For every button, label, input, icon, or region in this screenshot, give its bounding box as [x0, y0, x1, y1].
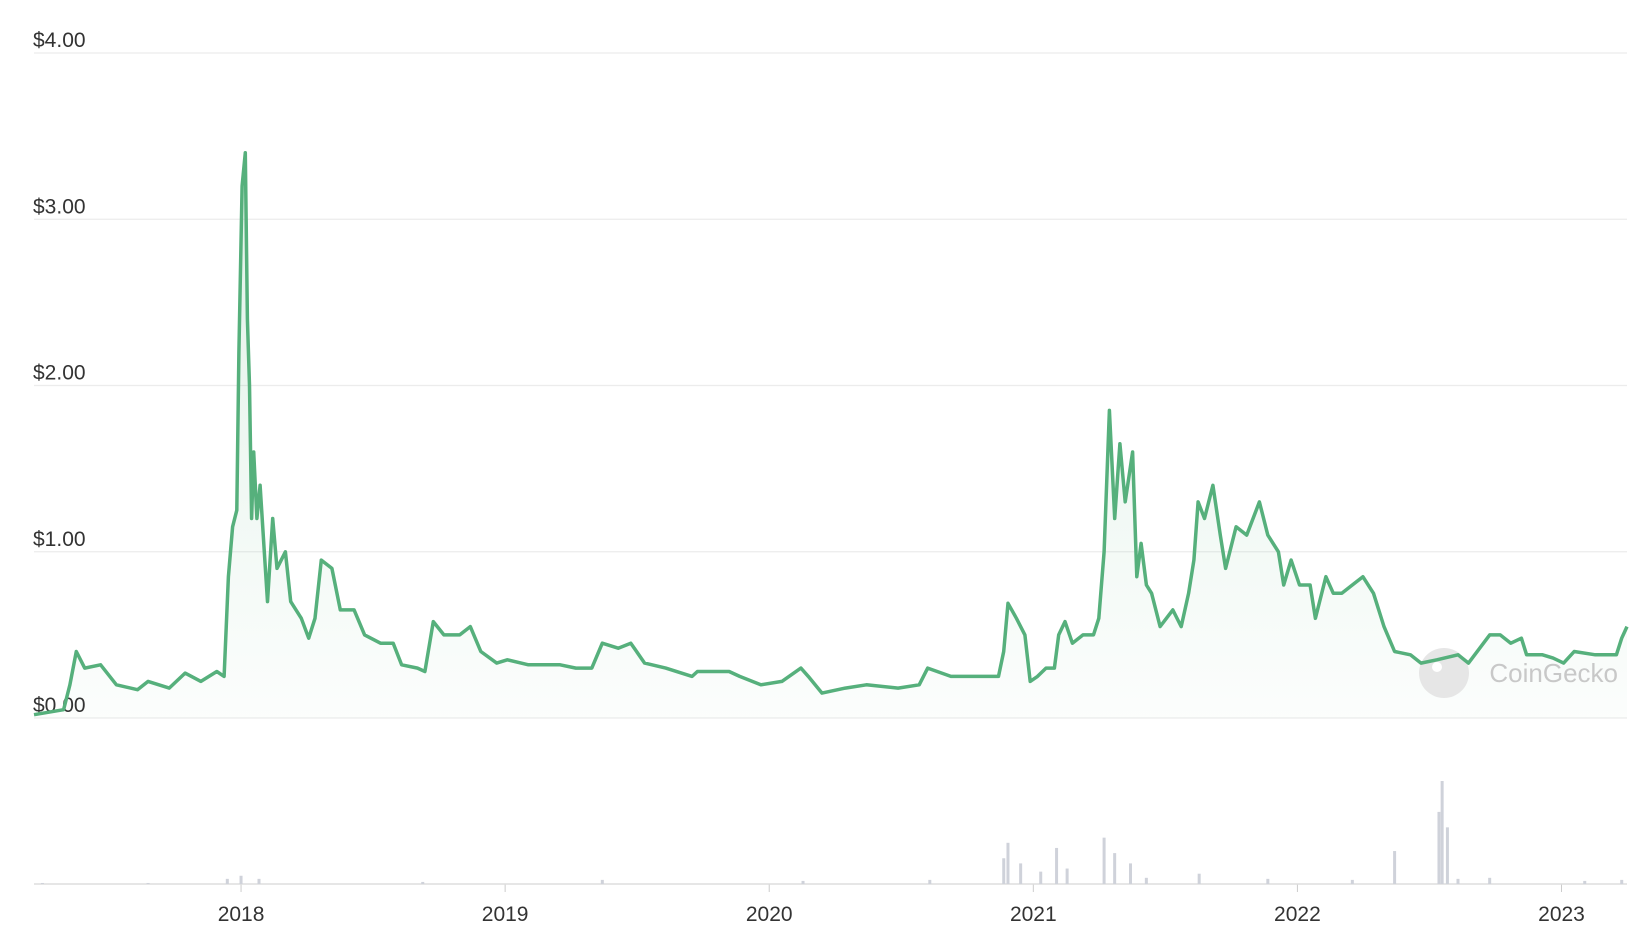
volume-bar: [600, 879, 604, 884]
y-tick-label: $2.00: [33, 362, 86, 385]
volume-bar: [801, 880, 805, 884]
volume-bar: [1437, 811, 1441, 884]
volume-bar: [928, 879, 932, 884]
volume-bar: [257, 878, 261, 884]
volume-bar: [1113, 853, 1117, 884]
volume-bar: [225, 878, 229, 884]
volume-bar: [1039, 871, 1043, 884]
volume-bar: [1393, 851, 1397, 884]
x-tick-label: 2021: [1010, 903, 1057, 926]
volume-bar: [1129, 863, 1133, 884]
volume-bar: [1019, 863, 1023, 884]
volume-bar: [421, 881, 425, 884]
volume-bar: [1445, 827, 1449, 884]
volume-bar: [1440, 781, 1444, 884]
volume-bar: [146, 882, 150, 884]
y-tick-label: $1.00: [33, 528, 86, 551]
watermark-text: CoinGecko: [1489, 658, 1618, 688]
y-tick-label: $4.00: [33, 29, 86, 52]
volume-bar: [1102, 837, 1106, 884]
price-line: [33, 151, 1629, 717]
x-tick-label: 2019: [482, 903, 529, 926]
volume-bar: [1620, 879, 1624, 884]
watermark-logo-eye: [1432, 662, 1442, 672]
y-tick-label: $3.00: [33, 195, 86, 218]
volume-bar: [40, 882, 44, 884]
volume-bar: [1144, 877, 1148, 884]
x-tick-label: 2022: [1274, 903, 1321, 926]
volume-bar: [1006, 842, 1010, 884]
volume-bar: [239, 875, 243, 884]
area-fill: [34, 152, 1627, 719]
volume-bar: [1583, 880, 1587, 884]
volume-bar: [1002, 858, 1006, 884]
x-tick-label: 2020: [746, 903, 793, 926]
volume-bar: [1456, 878, 1460, 884]
volume-bar: [1488, 877, 1492, 884]
volume-bar: [1266, 878, 1270, 884]
volume-bar: [1197, 873, 1201, 884]
x-tick-label: 2023: [1538, 903, 1585, 926]
volume-bar: [1350, 879, 1354, 884]
volume-bar: [1065, 868, 1069, 884]
x-tick-label: 2018: [218, 903, 265, 926]
volume-bar: [1055, 847, 1059, 884]
